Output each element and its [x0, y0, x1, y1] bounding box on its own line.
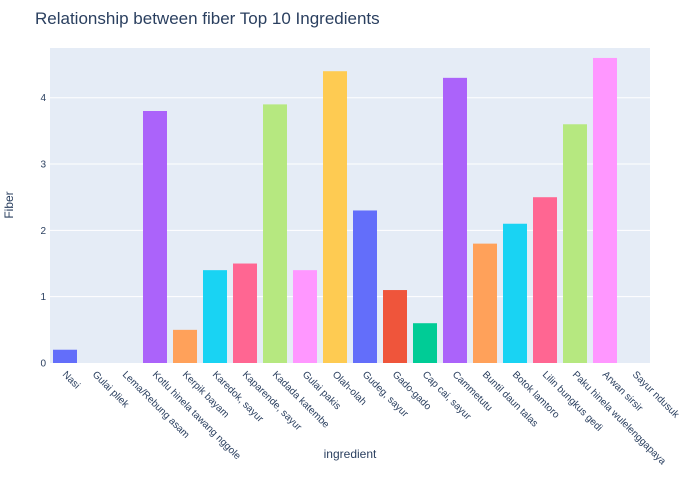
bar[interactable]: [233, 263, 257, 363]
bar[interactable]: [563, 124, 587, 364]
bar[interactable]: [503, 223, 527, 363]
bar[interactable]: [323, 71, 347, 364]
bar[interactable]: [293, 270, 317, 363]
bar[interactable]: [203, 270, 227, 363]
plot-area: [50, 48, 650, 363]
bar[interactable]: [383, 290, 407, 363]
y-tick-label: 4: [40, 93, 46, 104]
x-axis-label: ingredient: [323, 447, 377, 461]
bar[interactable]: [593, 57, 617, 364]
bar[interactable]: [173, 329, 197, 363]
y-tick-label: 3: [40, 160, 46, 171]
x-tick-label: Nasi: [60, 369, 82, 391]
y-tick-label: 1: [40, 292, 46, 303]
bar[interactable]: [53, 349, 77, 363]
bar[interactable]: [473, 243, 497, 363]
bar[interactable]: [533, 197, 557, 363]
bar[interactable]: [143, 111, 167, 363]
bar[interactable]: [443, 77, 467, 363]
chart-title: Relationship between fiber Top 10 Ingred…: [35, 9, 380, 28]
x-tick-label: Sayur ndusuk: [630, 369, 682, 421]
bar[interactable]: [353, 210, 377, 363]
y-tick-label: 2: [40, 226, 46, 237]
bar[interactable]: [263, 104, 287, 364]
bar[interactable]: [413, 323, 437, 363]
y-tick-label: 0: [40, 359, 46, 370]
